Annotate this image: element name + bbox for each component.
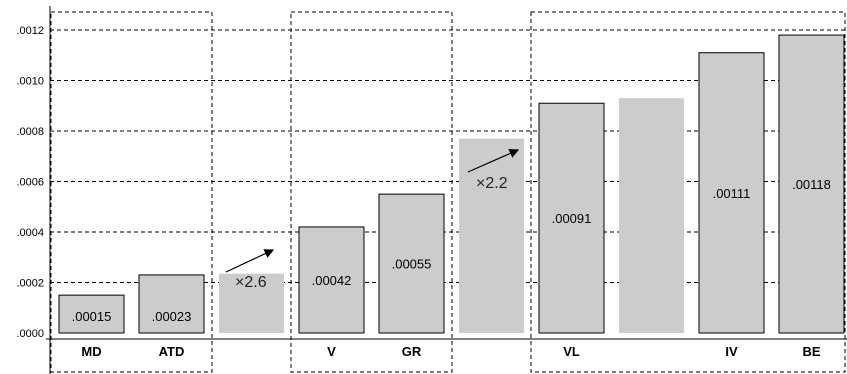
growth-annotation: ×2.6 xyxy=(235,274,267,291)
y-tick-label: .0010 xyxy=(16,76,44,88)
x-category-label: MD xyxy=(81,344,101,359)
y-tick-label: .0002 xyxy=(16,278,44,290)
group-box-2 xyxy=(530,11,846,373)
y-tick-label: .0004 xyxy=(16,227,44,239)
data-label: .00015 xyxy=(72,309,112,324)
growth-arrow-icon xyxy=(225,249,275,273)
group-box-1 xyxy=(290,11,453,373)
data-label: .00118 xyxy=(792,177,831,192)
bar-iv xyxy=(698,52,765,334)
data-label: .00023 xyxy=(152,309,192,324)
bar-gr xyxy=(378,193,445,334)
growth-arrow-icon xyxy=(467,148,520,173)
y-tick-label: .0000 xyxy=(16,328,44,340)
data-label: .00042 xyxy=(312,273,352,288)
bar-unlabeled-2 xyxy=(219,273,284,333)
x-category-label: ATD xyxy=(159,344,185,359)
x-category-label: IV xyxy=(725,344,738,359)
bar-vl xyxy=(538,102,605,334)
bar-be xyxy=(778,34,845,334)
x-category-label: GR xyxy=(402,344,422,359)
data-label: .00091 xyxy=(552,211,592,226)
bar-md xyxy=(58,294,125,334)
bar-v xyxy=(298,226,365,334)
group-box-0 xyxy=(50,11,213,373)
y-tick-label: .0012 xyxy=(16,25,44,37)
x-category-label: BE xyxy=(802,344,820,359)
y-tick-label: .0008 xyxy=(16,126,44,138)
growth-annotation: ×2.2 xyxy=(476,175,508,192)
data-label: .00111 xyxy=(713,186,751,201)
bar-atd xyxy=(138,274,205,334)
y-tick-label: .0006 xyxy=(16,177,44,189)
x-category-label: VL xyxy=(563,344,580,359)
bar-unlabeled-5 xyxy=(459,138,524,333)
bar-unlabeled-7 xyxy=(619,98,684,333)
data-label: .00055 xyxy=(392,257,432,272)
x-category-label: V xyxy=(327,344,336,359)
